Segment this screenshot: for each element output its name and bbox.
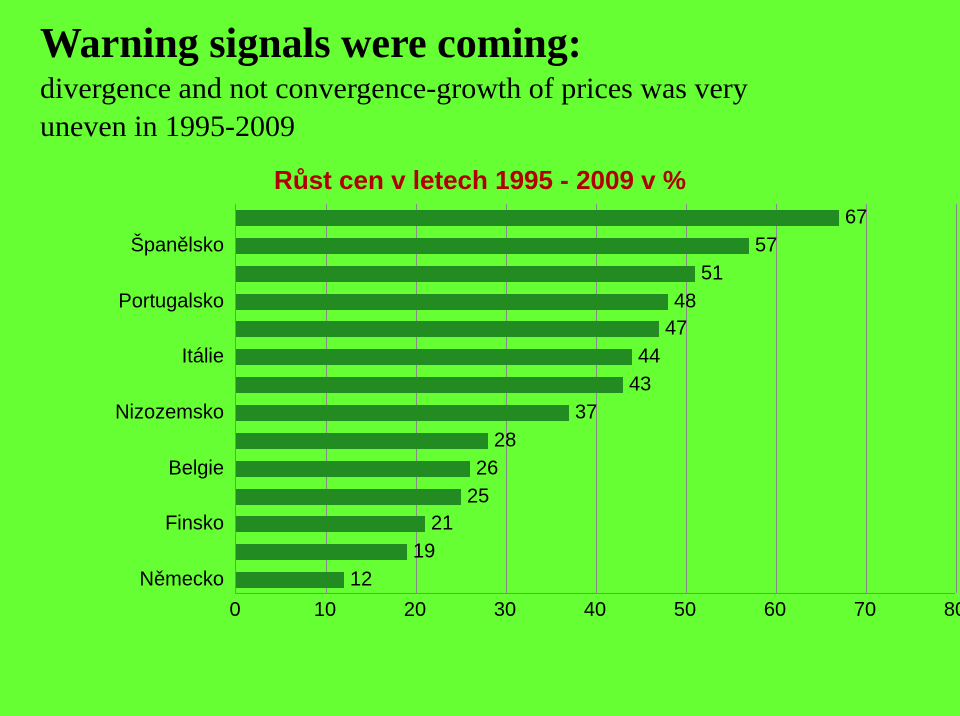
gridline xyxy=(596,204,597,593)
y-axis-labels: Španělsko Portugalsko Itálie Nizozemsko Belg… xyxy=(80,204,232,594)
x-tick-label: 70 xyxy=(854,599,876,622)
gridline xyxy=(326,204,327,593)
x-axis-labels: 01020304050607080 xyxy=(235,599,955,629)
chart-area: Španělsko Portugalsko Itálie Nizozemsko Belg… xyxy=(80,204,960,644)
chart-title: Růst cen v letech 1995 - 2009 v % xyxy=(40,165,920,196)
slide-subtitle: divergence and not convergence-growth of… xyxy=(40,70,920,145)
x-tick-label: 0 xyxy=(229,599,240,622)
bar xyxy=(236,516,425,532)
x-tick-label: 10 xyxy=(314,599,336,622)
bar xyxy=(236,266,695,282)
bar xyxy=(236,238,749,254)
bar-value-label: 57 xyxy=(755,234,777,257)
y-category-label: Portugalsko xyxy=(118,290,224,313)
bar-value-label: 43 xyxy=(629,374,651,397)
bar-value-label: 44 xyxy=(638,346,660,369)
bar xyxy=(236,489,461,505)
y-category-label: Německo xyxy=(140,569,224,592)
bar-value-label: 26 xyxy=(476,457,498,480)
bar xyxy=(236,461,470,477)
bar xyxy=(236,572,344,588)
y-category-label: Nizozemsko xyxy=(115,401,224,424)
bar-value-label: 47 xyxy=(665,318,687,341)
gridline xyxy=(776,204,777,593)
bar-value-label: 67 xyxy=(845,206,867,229)
gridline xyxy=(416,204,417,593)
bar xyxy=(236,294,668,310)
chart-plot: 67 57 5148 4744 43 37 28 26 25 21 19 12 xyxy=(235,204,955,594)
x-tick-label: 20 xyxy=(404,599,426,622)
bar-value-label: 12 xyxy=(350,569,372,592)
x-tick-label: 80 xyxy=(944,599,960,622)
x-tick-label: 50 xyxy=(674,599,696,622)
bar xyxy=(236,544,407,560)
subtitle-line-1: divergence and not convergence-growth of… xyxy=(40,72,748,105)
bar-value-label: 25 xyxy=(467,485,489,508)
gridline xyxy=(956,204,957,593)
slide-title: Warning signals were coming: xyxy=(40,20,920,68)
bar-value-label: 51 xyxy=(701,262,723,285)
gridline xyxy=(866,204,867,593)
bar xyxy=(236,405,569,421)
bar xyxy=(236,433,488,449)
y-category-label: Finsko xyxy=(165,513,224,536)
bar-value-label: 48 xyxy=(674,290,696,313)
x-tick-label: 40 xyxy=(584,599,606,622)
y-category-label: Španělsko xyxy=(131,234,224,257)
bar-value-label: 37 xyxy=(575,401,597,424)
bar xyxy=(236,321,659,337)
bar xyxy=(236,210,839,226)
bar-value-label: 28 xyxy=(494,429,516,452)
bar xyxy=(236,377,623,393)
y-category-label: Belgie xyxy=(168,457,224,480)
gridline xyxy=(506,204,507,593)
gridline xyxy=(686,204,687,593)
x-tick-label: 60 xyxy=(764,599,786,622)
y-category-label: Itálie xyxy=(182,346,224,369)
subtitle-line-2: uneven in 1995-2009 xyxy=(40,110,295,143)
bar-value-label: 19 xyxy=(413,541,435,564)
slide: Warning signals were coming: divergence … xyxy=(0,0,960,716)
bar xyxy=(236,349,632,365)
bar-value-label: 21 xyxy=(431,513,453,536)
x-tick-label: 30 xyxy=(494,599,516,622)
